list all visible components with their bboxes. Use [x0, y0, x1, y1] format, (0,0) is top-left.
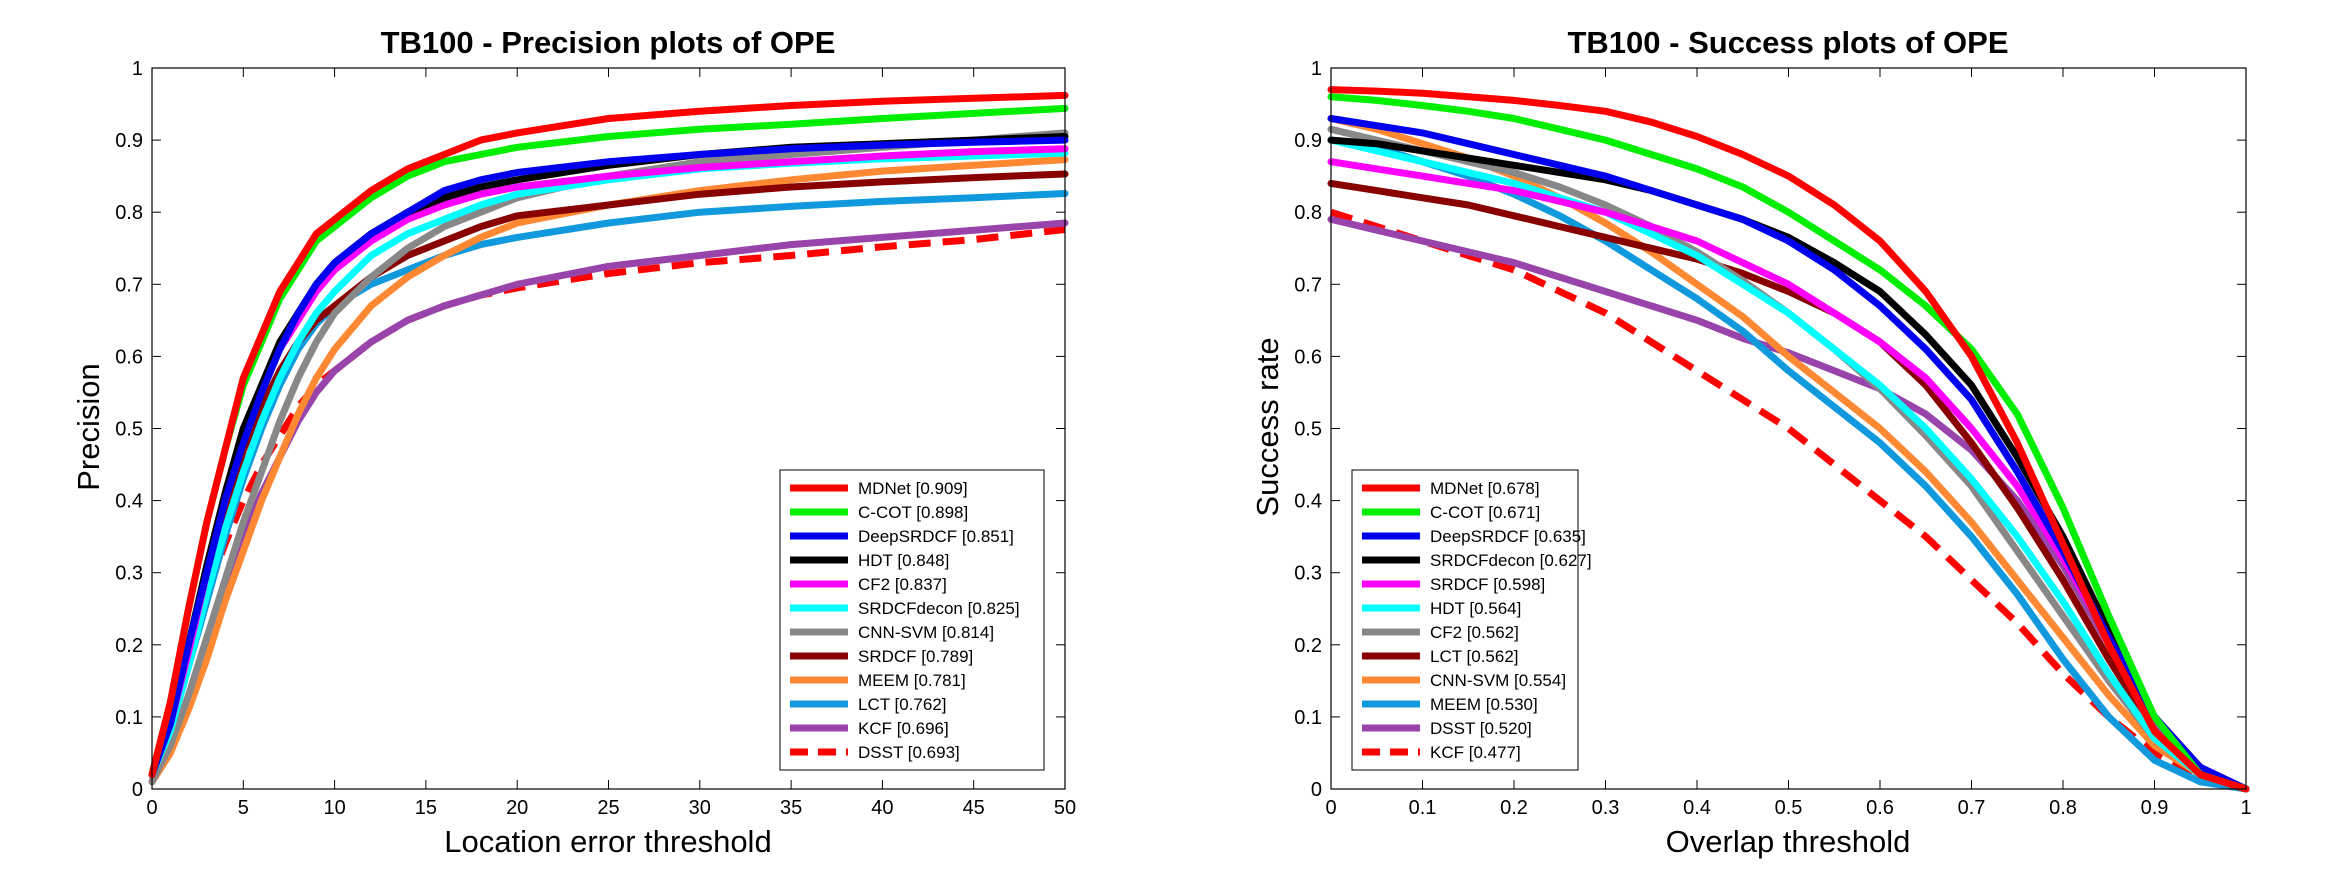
- success-chart-x-tick-label: 0: [1325, 797, 1336, 819]
- success-chart-legend-label: HDT [0.564]: [1430, 599, 1521, 618]
- precision-chart-series-line-0: [148, 91, 1069, 779]
- precision-chart-x-tick-label: 15: [415, 797, 437, 819]
- precision-chart-legend-label: SRDCFdecon [0.825]: [858, 599, 1020, 618]
- success-chart-y-tick-label: 1: [1311, 58, 1322, 80]
- success-chart-legend-label: SRDCF [0.598]: [1430, 575, 1545, 594]
- precision-chart-legend-label: DSST [0.693]: [858, 743, 960, 762]
- precision-chart-y-tick-label: 0.6: [115, 346, 143, 368]
- precision-chart-x-tick-label: 30: [689, 797, 711, 819]
- success-chart-y-tick-label: 0.1: [1294, 707, 1322, 729]
- precision-chart-y-tick-label: 0.2: [115, 635, 143, 657]
- success-chart-y-tick-label: 0.9: [1294, 130, 1322, 152]
- success-chart-legend-label: DeepSRDCF [0.635]: [1430, 527, 1586, 546]
- success-chart-x-tick-label: 0.8: [2049, 797, 2077, 819]
- precision-chart-legend-label: MDNet [0.909]: [858, 479, 968, 498]
- success-chart-legend-label: MEEM [0.530]: [1430, 695, 1538, 714]
- precision-chart-series-line-2: [148, 136, 1069, 779]
- precision-chart-x-tick-label: 0: [146, 797, 157, 819]
- success-chart-legend-label: LCT [0.562]: [1430, 647, 1519, 666]
- precision-chart-y-tick-label: 0.7: [115, 274, 143, 296]
- precision-chart-ylabel: Precision: [71, 363, 106, 491]
- success-chart-y-tick-label: 0.4: [1294, 491, 1322, 513]
- success-chart-series-line-9: [1327, 136, 2250, 793]
- precision-chart-series-line-8: [148, 156, 1069, 786]
- precision-chart-legend-label: CNN-SVM [0.814]: [858, 623, 994, 642]
- success-chart-x-tick-label: 0.3: [1592, 797, 1620, 819]
- precision-chart-y-tick-label: 1: [132, 58, 143, 80]
- precision-chart-legend-label: LCT [0.762]: [858, 695, 947, 714]
- precision-chart-y-tick-label: 0.1: [115, 707, 143, 729]
- success-chart-series-line-1: [1327, 93, 2250, 793]
- success-chart-x-tick-label: 0.4: [1683, 797, 1711, 819]
- success-chart-legend-label: KCF [0.477]: [1430, 743, 1521, 762]
- success-chart-x-tick-label: 0.1: [1409, 797, 1437, 819]
- precision-chart-y-tick-label: 0.9: [115, 130, 143, 152]
- success-chart-legend-label: MDNet [0.678]: [1430, 479, 1540, 498]
- precision-chart-x-tick-label: 25: [597, 797, 619, 819]
- success-chart-x-tick-label: 0.2: [1500, 797, 1528, 819]
- success-chart-x-tick-label: 0.6: [1866, 797, 1894, 819]
- success-chart-x-tick-label: 0.5: [1775, 797, 1803, 819]
- success-chart-y-tick-label: 0.3: [1294, 563, 1322, 585]
- success-chart-legend-label: SRDCFdecon [0.627]: [1430, 551, 1592, 570]
- precision-chart-legend-label: SRDCF [0.789]: [858, 647, 973, 666]
- precision-chart-y-tick-label: 0.5: [115, 419, 143, 441]
- precision-chart-series-line-6: [148, 129, 1069, 786]
- success-chart-series-line-0: [1327, 86, 2250, 793]
- success-chart-legend-label: C-COT [0.671]: [1430, 503, 1540, 522]
- precision-chart-legend-label: DeepSRDCF [0.851]: [858, 527, 1014, 546]
- success-chart-title: TB100 - Success plots of OPE: [1567, 25, 2008, 60]
- success-chart-y-tick-label: 0: [1311, 779, 1322, 801]
- success-chart-ylabel: Success rate: [1250, 337, 1285, 516]
- success-chart-y-tick-label: 0.7: [1294, 274, 1322, 296]
- precision-chart-title: TB100 - Precision plots of OPE: [381, 25, 836, 60]
- success-chart-xlabel: Overlap threshold: [1666, 824, 1911, 859]
- success-chart-y-tick-label: 0.8: [1294, 202, 1322, 224]
- success-chart-legend-label: CNN-SVM [0.554]: [1430, 671, 1566, 690]
- precision-chart-xlabel: Location error threshold: [444, 824, 771, 859]
- precision-chart-legend-label: C-COT [0.898]: [858, 503, 968, 522]
- success-chart-y-tick-label: 0.6: [1294, 346, 1322, 368]
- precision-chart-legend-label: MEEM [0.781]: [858, 671, 966, 690]
- success-chart-series-line-7: [1327, 179, 2250, 793]
- precision-chart-legend-label: KCF [0.696]: [858, 719, 949, 738]
- precision-chart-y-tick-label: 0: [132, 779, 143, 801]
- success-chart-legend: MDNet [0.678] C-COT [0.671] DeepSRDCF [0.6…: [1351, 469, 1592, 771]
- precision-chart-legend-label: HDT [0.848]: [858, 551, 949, 570]
- success-chart: TB100 - Success plots of OPE Overlap thr…: [1250, 25, 2252, 859]
- success-chart-x-tick-label: 0.9: [2141, 797, 2169, 819]
- success-chart-y-tick-label: 0.5: [1294, 419, 1322, 441]
- precision-chart-x-tick-label: 5: [238, 797, 249, 819]
- precision-chart-x-tick-label: 20: [506, 797, 528, 819]
- success-chart-legend-box: [1351, 469, 1579, 771]
- success-chart-x-tick-label: 1: [2240, 797, 2251, 819]
- precision-chart-y-tick-label: 0.8: [115, 202, 143, 224]
- precision-chart-legend: MDNet [0.909] C-COT [0.898] DeepSRDCF [0.8…: [779, 469, 1045, 771]
- precision-chart-x-tick-label: 10: [323, 797, 345, 819]
- precision-chart-x-tick-label: 50: [1054, 797, 1076, 819]
- precision-chart-x-tick-label: 45: [963, 797, 985, 819]
- success-chart-legend-label: DSST [0.520]: [1430, 719, 1532, 738]
- success-chart-x-tick-label: 0.7: [1958, 797, 1986, 819]
- success-chart-axes-box: [1330, 67, 2247, 790]
- precision-chart-x-tick-label: 35: [780, 797, 802, 819]
- precision-chart-x-tick-label: 40: [871, 797, 893, 819]
- precision-chart-y-tick-label: 0.3: [115, 563, 143, 585]
- precision-chart: TB100 - Precision plots of OPE Location …: [71, 25, 1076, 859]
- precision-chart-legend-label: CF2 [0.837]: [858, 575, 947, 594]
- precision-chart-legend-box: [779, 469, 1045, 771]
- success-chart-legend-label: CF2 [0.562]: [1430, 623, 1519, 642]
- precision-chart-y-tick-label: 0.4: [115, 491, 143, 513]
- success-chart-y-tick-label: 0.2: [1294, 635, 1322, 657]
- precision-chart-axes-box: [151, 67, 1066, 790]
- success-chart-series-line-5: [1327, 136, 2250, 793]
